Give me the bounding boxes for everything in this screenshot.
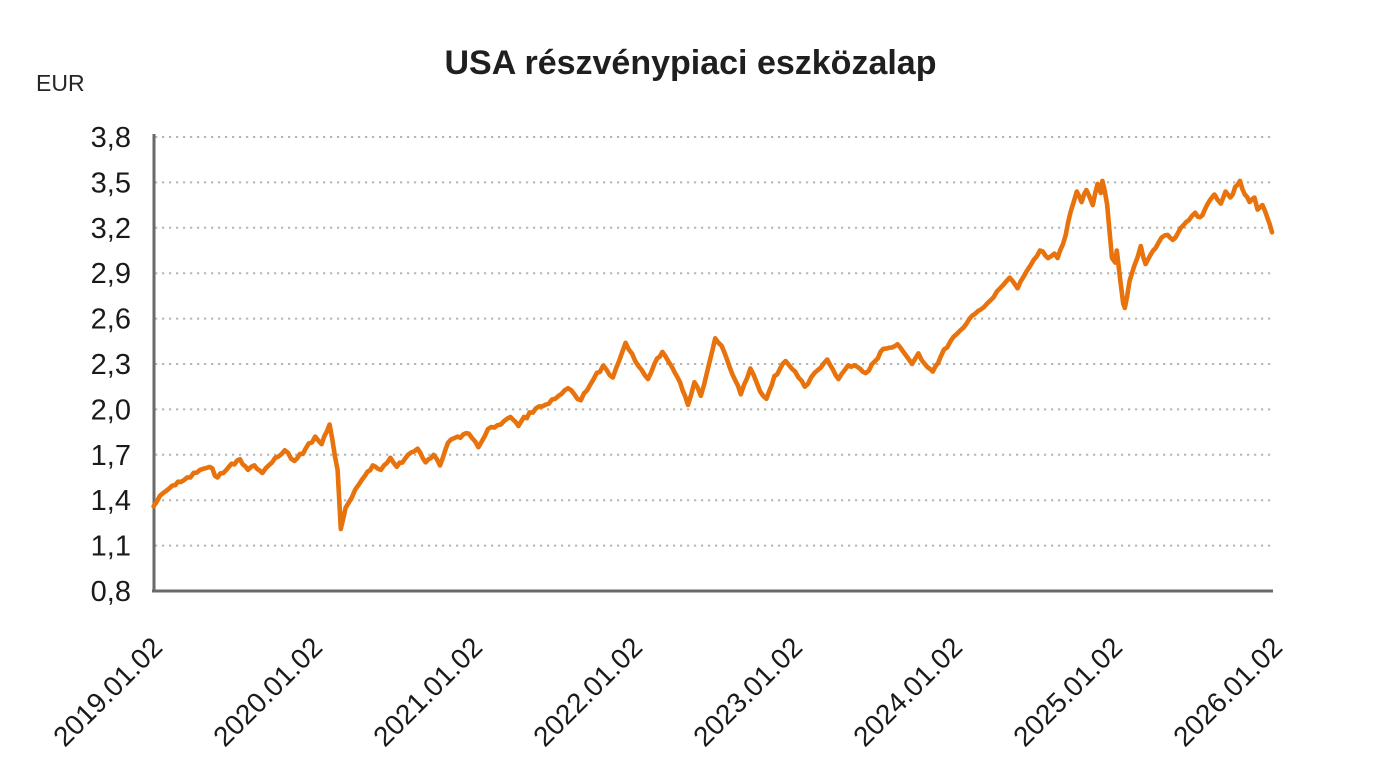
y-tick-label: 3,2	[91, 213, 131, 245]
x-tick-label: 2024.01.02	[847, 631, 968, 752]
x-tick-label: 2022.01.02	[527, 631, 648, 752]
y-tick-label: 2,9	[91, 258, 131, 290]
y-tick-label: 1,4	[91, 485, 131, 517]
price-line-series	[151, 178, 1275, 532]
y-tick-label: 2,6	[91, 304, 131, 336]
x-tick-label: 2020.01.02	[207, 631, 328, 752]
y-tick-label: 3,8	[91, 122, 131, 154]
y-axis-unit-label: EUR	[36, 70, 85, 96]
x-tick-label: 2021.01.02	[367, 631, 488, 752]
y-tick-label: 2,3	[91, 349, 131, 381]
x-tick-label: 2019.01.02	[47, 631, 168, 752]
y-tick-label: 1,7	[91, 440, 131, 472]
x-tick-label: 2023.01.02	[687, 631, 808, 752]
y-tick-label: 2,0	[91, 394, 131, 426]
x-tick-label: 2025.01.02	[1007, 631, 1128, 752]
page-title: USA részvénypiaci eszközalap	[444, 44, 937, 82]
x-tick-label: 2026.01.02	[1167, 631, 1288, 752]
y-tick-label: 0,8	[91, 576, 131, 608]
y-tick-label: 3,5	[91, 167, 131, 199]
y-tick-label: 1,1	[91, 531, 131, 563]
